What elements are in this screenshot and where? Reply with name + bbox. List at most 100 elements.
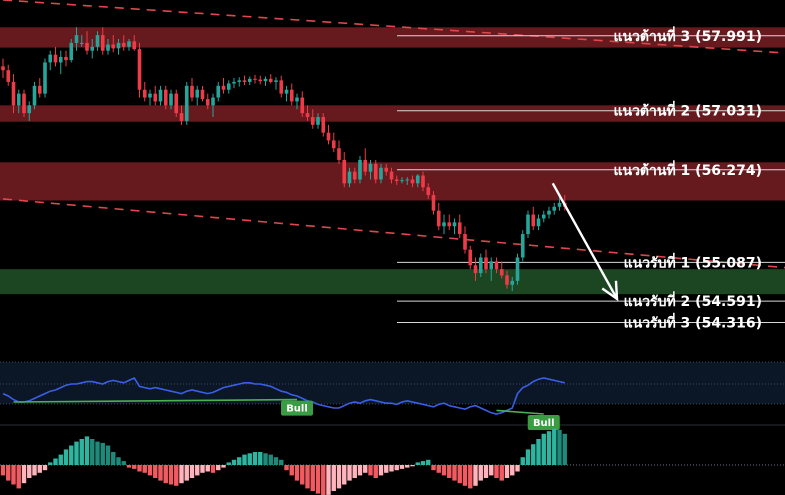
histogram-bar	[373, 465, 378, 478]
candle-up	[347, 171, 352, 184]
candle-down	[494, 261, 499, 270]
candle-down	[410, 179, 415, 184]
histogram-bar	[121, 461, 126, 465]
candle-up	[541, 214, 546, 219]
candle-up	[400, 180, 404, 182]
histogram-bar	[32, 465, 37, 476]
histogram-bar	[231, 459, 237, 465]
histogram-bar	[410, 465, 415, 467]
candle-down	[132, 41, 137, 50]
histogram-bar	[95, 441, 100, 465]
histogram-bar	[452, 465, 457, 481]
resistance-zone	[0, 105, 785, 122]
histogram-bar	[447, 465, 452, 478]
histogram-bar	[494, 465, 499, 478]
histogram-bar	[247, 453, 252, 465]
candle-up	[211, 97, 215, 106]
forecast-arrow-layer	[551, 182, 619, 302]
candle-down	[137, 49, 142, 90]
histogram-bar	[184, 465, 189, 481]
candle-down	[352, 171, 357, 180]
candle-up	[358, 159, 362, 180]
histogram-bar	[116, 457, 121, 465]
candle-up	[69, 42, 74, 61]
candle-down	[505, 275, 509, 285]
histogram-bar	[284, 465, 289, 471]
histogram-bar	[37, 465, 42, 473]
candle-down	[389, 171, 394, 180]
candle-down	[174, 93, 179, 114]
candle-up	[515, 257, 520, 281]
histogram-bar	[279, 459, 284, 465]
divergence-badge	[281, 400, 313, 416]
histogram-bar	[321, 465, 326, 495]
resistance-zone	[0, 27, 785, 48]
candle-down	[463, 234, 467, 250]
candle-up	[74, 35, 79, 43]
histogram-bar	[347, 465, 352, 481]
histogram-bar	[552, 428, 557, 465]
candle-down	[37, 85, 42, 94]
histogram-bar	[525, 449, 531, 465]
candle-down	[11, 81, 16, 106]
candle-up	[478, 257, 483, 274]
histogram-bar	[420, 461, 426, 465]
candle-up	[148, 93, 152, 98]
candle-down	[321, 117, 326, 133]
histogram-bar	[352, 465, 357, 478]
candle-up	[442, 222, 446, 227]
candle-down	[373, 163, 378, 180]
histogram-bar	[216, 465, 221, 471]
histogram-bar	[174, 465, 179, 486]
histogram-bar	[300, 465, 305, 485]
support-zone	[0, 269, 785, 295]
candle-down	[337, 148, 341, 160]
candle-down	[64, 56, 68, 61]
histogram-bar	[310, 465, 315, 491]
candle-down	[457, 222, 462, 235]
histogram-bar	[389, 465, 394, 472]
candle-down	[121, 42, 126, 47]
candle-up	[405, 179, 410, 181]
candle-down	[242, 80, 247, 82]
candle-up	[489, 261, 494, 270]
histogram-bar	[84, 436, 90, 465]
zones-layer	[0, 27, 785, 295]
candle-down	[431, 195, 436, 211]
candle-up	[184, 85, 189, 121]
candle-down	[1, 66, 5, 71]
candles-layer	[1, 27, 567, 292]
histogram-bar	[515, 465, 520, 472]
histogram-bar	[405, 465, 410, 468]
histogram-bar	[237, 457, 242, 465]
histogram-bar	[168, 465, 174, 485]
histogram-bar	[147, 465, 153, 476]
candle-up	[27, 105, 32, 114]
histogram-bar	[436, 465, 441, 473]
candle-down	[421, 175, 425, 188]
candle-up	[284, 89, 289, 94]
candle-up	[274, 80, 278, 82]
histogram-bar	[431, 465, 436, 471]
candle-up	[58, 56, 63, 63]
histogram-bar	[21, 465, 27, 484]
histogram-bar	[562, 433, 567, 465]
histogram-bar	[499, 465, 504, 481]
histogram-bar	[273, 457, 279, 465]
histogram-bar	[63, 449, 69, 465]
candle-down	[305, 113, 310, 118]
level-label: แนวต้านที่ 2 (57.031)	[613, 101, 762, 120]
candle-down	[200, 89, 205, 100]
divergence-badge	[527, 415, 560, 430]
histogram-bar	[69, 445, 74, 465]
candle-up	[295, 97, 299, 102]
histogram-bar	[289, 465, 294, 476]
oscillator-band	[0, 362, 785, 404]
level-label: แนวรับที่ 1 (55.087)	[624, 252, 762, 271]
candle-up	[195, 89, 200, 98]
histogram-bar	[90, 439, 95, 465]
divergence-badge-text: Bull	[533, 418, 555, 429]
histogram-bar	[11, 465, 16, 485]
histogram-bar	[520, 457, 525, 465]
histogram-bar	[268, 454, 273, 465]
